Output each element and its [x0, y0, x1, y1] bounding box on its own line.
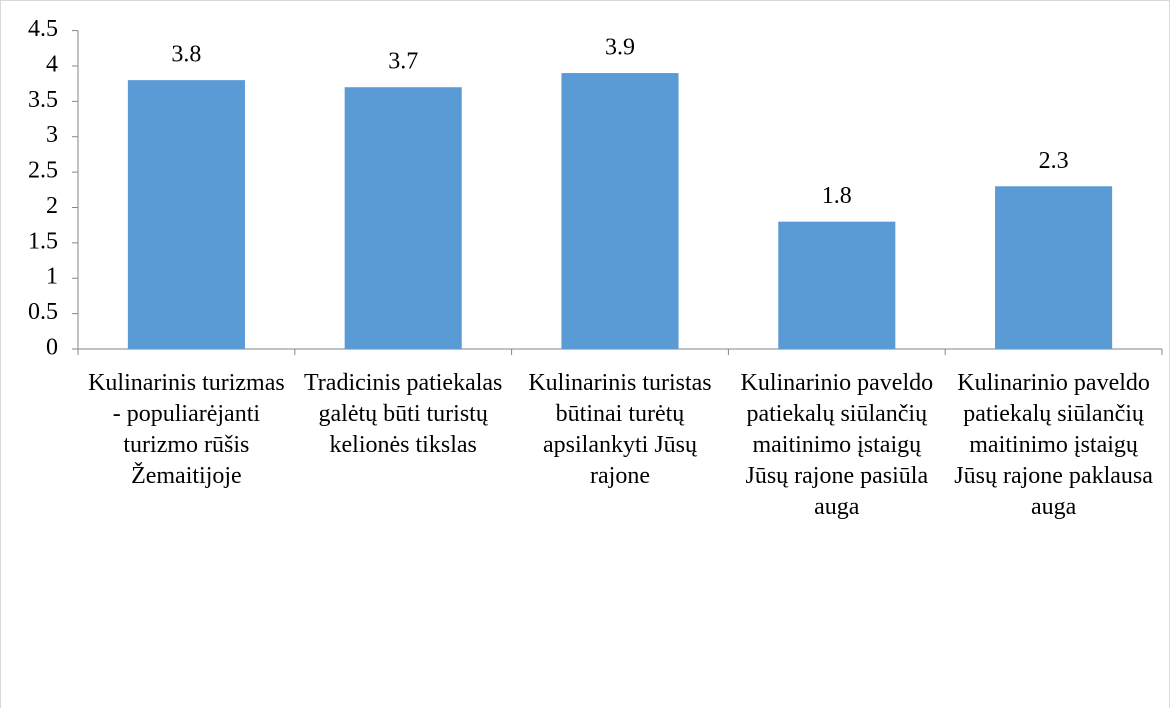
y-tick-label: 1 [46, 264, 58, 290]
bar [778, 221, 896, 349]
x-tick-label-line: maitinimo įstaigų [969, 432, 1139, 458]
y-tick-label: 3 [46, 122, 58, 148]
value-label: 3.8 [171, 42, 201, 68]
x-tick-label-line: Tradicinis patiekalas [304, 370, 502, 396]
x-tick-label-line: turizmo rūšis [123, 432, 249, 458]
y-tick-label: 2.5 [28, 158, 58, 184]
x-tick-label: Kulinarinis turistas būtinai turėtų apsila… [528, 370, 711, 489]
x-tick-label-line: - populiarėjanti [113, 401, 261, 427]
x-tick-label-line: kelionės tikslas [330, 432, 477, 458]
y-tick-label: 4.5 [28, 16, 58, 42]
x-tick-label-line: patiekalų siūlančių [963, 401, 1145, 427]
x-tick-label-line: Kulinarinis turizmas [88, 370, 285, 396]
x-tick-label-line: rajone [590, 463, 650, 489]
value-label: 2.3 [1039, 148, 1069, 174]
y-tick-label: 2 [46, 193, 58, 219]
x-tick-label-line: auga [1031, 494, 1077, 520]
x-tick-label-line: Jūsų rajone pasiūla [745, 463, 928, 489]
bar [995, 186, 1113, 349]
value-label: 1.8 [822, 183, 852, 209]
bar [344, 87, 462, 350]
y-tick-label: 0.5 [28, 299, 58, 325]
x-tick-label-line: auga [814, 494, 860, 520]
x-tick-label-line: apsilankyti Jūsų [543, 432, 698, 458]
y-tick-label: 4 [46, 51, 58, 77]
x-tick-label-line: maitinimo įstaigų [752, 432, 922, 458]
x-tick-label-line: būtinai turėtų [556, 401, 686, 427]
y-tick-label: 1.5 [28, 228, 58, 254]
x-tick-label-line: Kulinarinis turistas [528, 370, 711, 396]
x-tick-label-line: galėtų būti turistų [319, 401, 489, 427]
x-tick-label: Kulinarinio paveldo patiekalų siūlančių ma… [954, 370, 1153, 520]
value-label: 3.7 [388, 49, 418, 75]
x-tick-label: Kulinarinio paveldo patiekalų siūlančių ma… [740, 370, 933, 520]
x-tick-label: Tradicinis patiekalas galėtų būti turistų… [304, 370, 502, 458]
x-tick-label-line: Jūsų rajone paklausa [954, 463, 1153, 489]
x-tick-label-line: patiekalų siūlančių [746, 401, 928, 427]
bar [561, 73, 679, 349]
x-tick-label-line: Kulinarinio paveldo [957, 370, 1150, 396]
x-tick-label-line: Žemaitijoje [131, 463, 242, 489]
x-tick-label: Kulinarinis turizmas - populiarėjanti turi… [88, 370, 285, 489]
y-tick-label: 0 [46, 335, 58, 361]
value-label: 3.9 [605, 35, 635, 61]
x-tick-label-line: Kulinarinio paveldo [740, 370, 933, 396]
bar [127, 80, 245, 349]
y-tick-label: 3.5 [28, 87, 58, 113]
